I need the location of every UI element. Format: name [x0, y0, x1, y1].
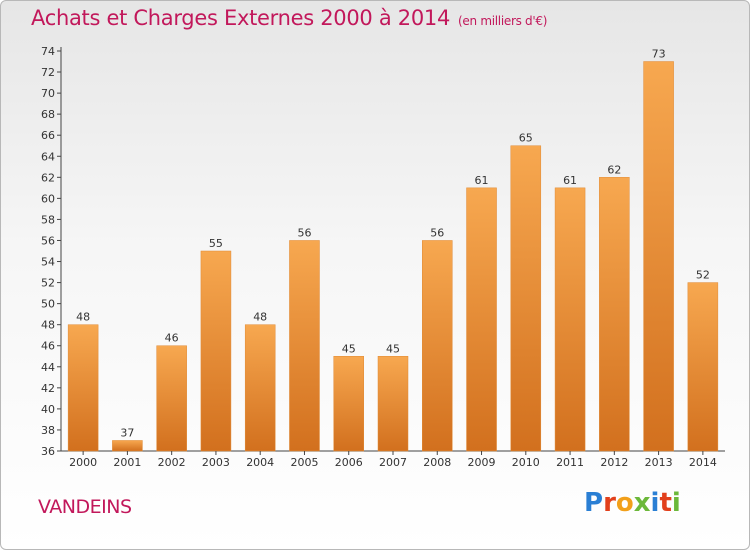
- bar-value-label: 37: [120, 426, 134, 439]
- bar-value-label: 62: [607, 163, 621, 176]
- x-tick-label: 2000: [69, 456, 97, 469]
- bar: [422, 240, 453, 452]
- x-tick-label: 2009: [468, 456, 496, 469]
- x-tick-label: 2008: [423, 456, 451, 469]
- x-tick-label: 2010: [512, 456, 540, 469]
- bar: [466, 187, 497, 452]
- y-tick-label: 40: [41, 403, 55, 416]
- y-tick-label: 62: [41, 171, 55, 184]
- bar-value-label: 48: [76, 311, 90, 324]
- bar: [244, 324, 276, 452]
- logo-letter: r: [603, 488, 616, 518]
- chart-subtitle: (en milliers d'€): [458, 14, 548, 28]
- bar-value-label: 45: [386, 342, 400, 355]
- bar-value-label: 65: [519, 132, 533, 145]
- x-tick-label: 2006: [335, 456, 363, 469]
- bar: [599, 177, 630, 452]
- bar-value-label: 61: [475, 174, 489, 187]
- bar: [377, 356, 409, 452]
- bar: [67, 324, 99, 452]
- y-tick-label: 66: [41, 129, 55, 142]
- y-tick-label: 50: [41, 298, 55, 311]
- x-tick-label: 2005: [290, 456, 318, 469]
- bar: [289, 240, 320, 452]
- y-tick-label: 36: [41, 445, 55, 458]
- bar-value-label: 48: [253, 311, 267, 324]
- x-tick-label: 2004: [246, 456, 274, 469]
- bar-value-label: 46: [165, 332, 179, 345]
- y-tick-label: 70: [41, 87, 55, 100]
- logo-letter: P: [584, 488, 604, 518]
- bar: [112, 440, 143, 452]
- proxiti-logo: Proxiti: [584, 488, 681, 518]
- bar-value-label: 56: [297, 226, 311, 239]
- bar: [333, 356, 364, 452]
- x-tick-label: 2012: [600, 456, 628, 469]
- y-tick-label: 48: [41, 319, 55, 332]
- bar: [554, 187, 586, 452]
- bar-value-label: 61: [563, 174, 577, 187]
- bar-value-label: 56: [430, 226, 444, 239]
- y-tick-label: 42: [41, 382, 55, 395]
- x-tick-label: 2013: [645, 456, 673, 469]
- x-tick-label: 2001: [113, 456, 141, 469]
- bar: [643, 61, 674, 452]
- y-tick-label: 54: [41, 256, 55, 269]
- bar-value-label: 45: [342, 342, 356, 355]
- plot-area: 36 38 40 42 44 46 48 50 52 54 56 58 60 62 64 66 68 70 72 74…: [41, 45, 725, 469]
- logo-letter: o: [615, 488, 634, 518]
- y-tick-label: 58: [41, 213, 55, 226]
- x-tick-label: 2011: [556, 456, 584, 469]
- x-tick-label: 2002: [158, 456, 186, 469]
- y-tick-label: 68: [41, 108, 55, 121]
- bar-value-label: 52: [696, 269, 710, 282]
- y-tick-label: 56: [41, 234, 55, 247]
- x-tick-label: 2003: [202, 456, 230, 469]
- y-tick-label: 46: [41, 340, 55, 353]
- y-tick-label: 74: [41, 45, 55, 58]
- bar: [510, 145, 542, 452]
- y-tick-label: 38: [41, 424, 55, 437]
- y-tick-label: 52: [41, 277, 55, 290]
- logo-letter: t: [659, 488, 672, 518]
- y-tick-label: 60: [41, 192, 55, 205]
- bar: [687, 282, 719, 452]
- y-tick-label: 44: [41, 361, 55, 374]
- logo-letter: i: [650, 488, 660, 518]
- bar-value-label: 55: [209, 237, 223, 250]
- bar: [200, 250, 232, 452]
- logo-letter: i: [671, 488, 681, 518]
- bar: [156, 345, 187, 452]
- y-tick-label: 72: [41, 66, 55, 79]
- y-tick-label: 64: [41, 150, 55, 163]
- logo-letter: x: [633, 488, 651, 518]
- chart-title-text: Achats et Charges Externes 2000 à 2014: [31, 6, 451, 30]
- bar-value-label: 73: [652, 48, 666, 61]
- chart-title: Achats et Charges Externes 2000 à 2014 (e…: [31, 6, 547, 30]
- x-tick-label: 2007: [379, 456, 407, 469]
- x-tick-label: 2014: [689, 456, 717, 469]
- commune-name: VANDEINS: [38, 496, 132, 518]
